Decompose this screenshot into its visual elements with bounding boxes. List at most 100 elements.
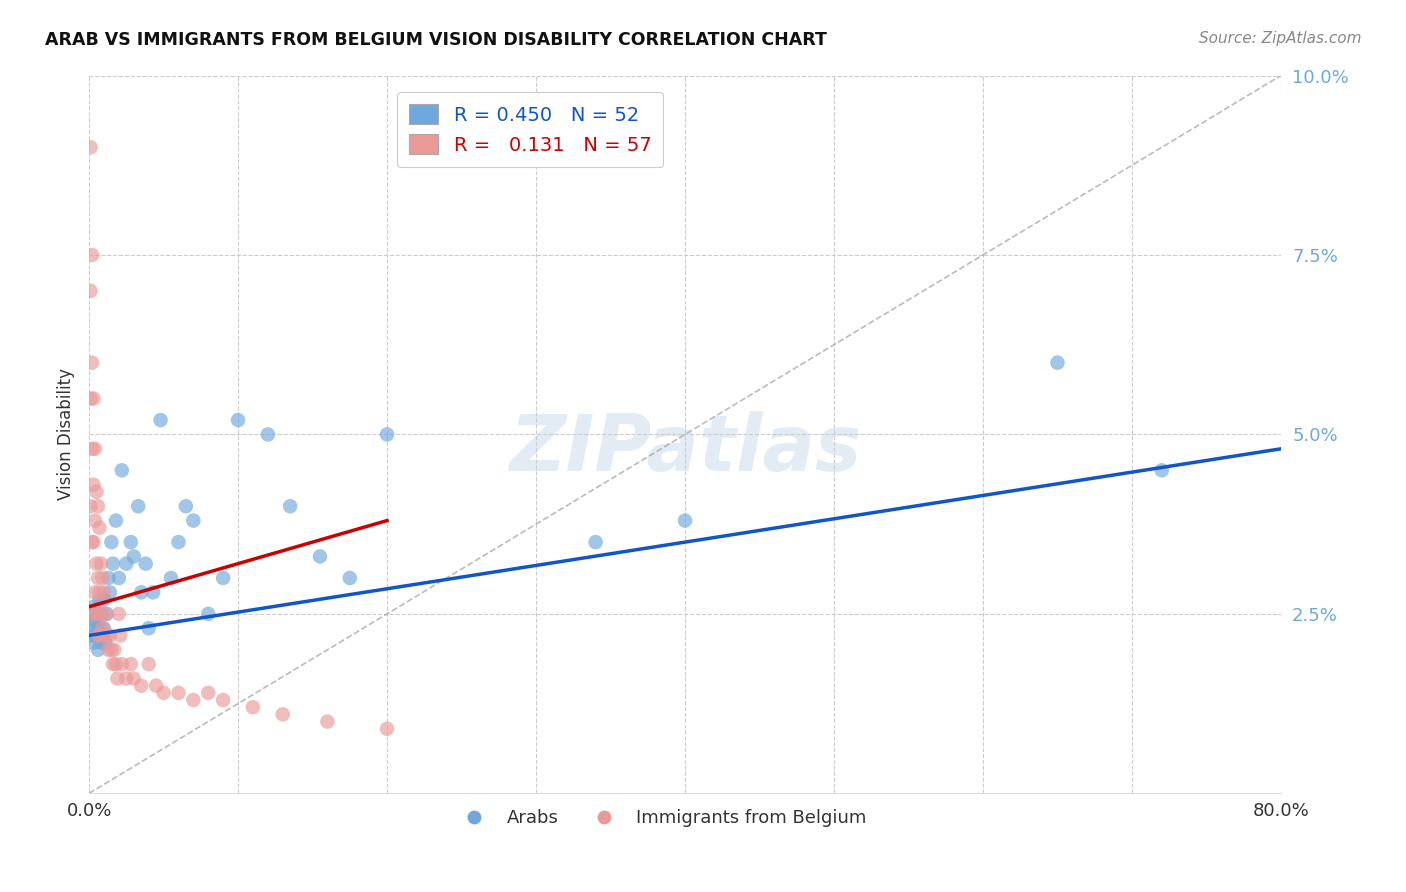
Point [129, 679, 152, 693]
Point [90, 607, 112, 621]
Point [93, 592, 115, 607]
Point [96, 628, 118, 642]
Point [309, 549, 332, 564]
Point [115, 672, 138, 686]
Point [93, 585, 115, 599]
Point [84, 628, 107, 642]
Point [96, 607, 118, 621]
Point [97, 571, 120, 585]
Point [83, 599, 105, 614]
Point [86, 621, 108, 635]
Point [339, 571, 361, 585]
Point [84, 585, 107, 599]
Point [83, 635, 105, 649]
Point [101, 657, 124, 672]
Point [278, 500, 301, 514]
Point [138, 657, 160, 672]
Point [104, 514, 127, 528]
Point [80, 356, 103, 370]
Point [160, 571, 183, 585]
Text: ZIPatlas: ZIPatlas [509, 411, 860, 487]
Point [183, 693, 205, 707]
Point [89, 592, 111, 607]
Point [135, 557, 157, 571]
Point [375, 722, 398, 736]
Point [80, 628, 103, 642]
Point [80, 248, 103, 262]
Point [84, 614, 107, 628]
Point [120, 535, 142, 549]
Point [83, 535, 105, 549]
Y-axis label: Vision Disability: Vision Disability [58, 368, 75, 500]
Point [91, 571, 114, 585]
Point [83, 477, 105, 491]
Point [167, 535, 190, 549]
Point [79, 392, 101, 406]
Point [93, 628, 115, 642]
Point [122, 672, 145, 686]
Point [86, 607, 108, 621]
Point [83, 392, 105, 406]
Text: Source: ZipAtlas.com: Source: ZipAtlas.com [1198, 31, 1361, 46]
Point [100, 535, 122, 549]
Point [110, 628, 132, 642]
Point [90, 635, 112, 649]
Point [101, 557, 124, 571]
Point [79, 140, 101, 154]
Point [98, 628, 121, 642]
Point [79, 284, 101, 298]
Point [174, 500, 197, 514]
Point [89, 628, 111, 642]
Point [129, 585, 152, 599]
Point [111, 657, 134, 672]
Point [89, 521, 111, 535]
Point [1046, 356, 1069, 370]
Point [212, 693, 235, 707]
Point [83, 607, 105, 621]
Point [86, 557, 108, 571]
Point [97, 642, 120, 657]
Point [122, 549, 145, 564]
Point [120, 657, 142, 672]
Point [91, 628, 114, 642]
Point [84, 514, 107, 528]
Point [142, 585, 165, 599]
Point [183, 514, 205, 528]
Point [167, 686, 190, 700]
Point [91, 621, 114, 635]
Point [100, 642, 122, 657]
Point [226, 413, 249, 427]
Point [375, 427, 398, 442]
Point [87, 628, 110, 642]
Point [87, 628, 110, 642]
Point [103, 642, 125, 657]
Point [84, 442, 107, 456]
Point [257, 427, 280, 442]
Point [127, 500, 149, 514]
Point [152, 686, 174, 700]
Point [86, 484, 108, 499]
Point [98, 585, 121, 599]
Point [87, 642, 110, 657]
Point [79, 607, 101, 621]
Point [90, 607, 112, 621]
Point [673, 514, 696, 528]
Point [1150, 463, 1173, 477]
Point [105, 672, 128, 686]
Point [79, 500, 101, 514]
Point [108, 571, 131, 585]
Point [111, 463, 134, 477]
Point [93, 621, 115, 635]
Point [149, 413, 172, 427]
Point [271, 707, 294, 722]
Point [104, 657, 127, 672]
Point [94, 607, 117, 621]
Point [89, 585, 111, 599]
Point [197, 607, 219, 621]
Point [94, 635, 117, 649]
Point [80, 614, 103, 628]
Legend: Arabs, Immigrants from Belgium: Arabs, Immigrants from Belgium [449, 802, 873, 835]
Point [90, 557, 112, 571]
Point [108, 607, 131, 621]
Point [86, 607, 108, 621]
